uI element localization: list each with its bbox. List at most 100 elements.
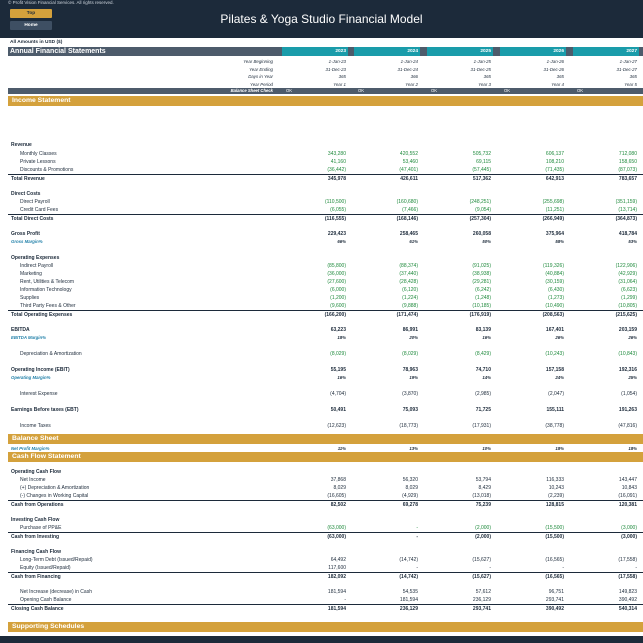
row-value: 120,381: [618, 502, 637, 508]
row-label: Cash from Financing: [11, 574, 61, 580]
row-label: Operating Expenses: [11, 255, 60, 261]
row-value: (47,401): [399, 167, 418, 173]
row-label: Cash from Operations: [11, 502, 64, 508]
row-value: 55,195: [330, 367, 346, 373]
row-value: -: [416, 534, 418, 540]
balance-check-status: OK: [504, 88, 511, 93]
period-value: 31-Dec-25: [470, 66, 492, 72]
row-value: (36,442): [327, 167, 346, 173]
period-value: 365: [556, 74, 564, 79]
table-row: Opening Cash Balance - 181,594 236,129 293,7…: [8, 596, 643, 604]
row-value: -: [635, 565, 637, 571]
row-value: 540,314: [618, 606, 637, 612]
row-label: Information Technology: [20, 287, 72, 293]
table-row: Closing Cash Balance 181,594 236,129 293,74…: [8, 604, 643, 613]
row-value: 13%: [409, 446, 418, 451]
row-value: 86,991: [402, 327, 418, 333]
row-label: Net Increase (decrease) in Cash: [20, 589, 92, 595]
row-value: (15,500): [545, 534, 564, 540]
row-value: 83,139: [475, 327, 491, 333]
period-value: 365: [629, 74, 637, 79]
row-label: Interest Expense: [20, 391, 58, 397]
row-label: Private Lessons: [20, 159, 56, 165]
row-value: (57,445): [472, 167, 491, 173]
row-label: Net Income: [20, 477, 46, 483]
row-value: (38,778): [545, 423, 564, 429]
row-value: (40,884): [545, 271, 564, 277]
row-value: 293,741: [545, 597, 564, 603]
period-value: Year 1: [333, 81, 346, 87]
row-value: 10,243: [548, 485, 564, 491]
period-label: Year Period: [250, 81, 273, 87]
row-value: 606,137: [545, 151, 564, 157]
table-row: Cash from Financing 182,092 (14,742) (15,62…: [8, 572, 643, 581]
period-value: 31-Dec-23: [325, 66, 347, 72]
statements-title: Annual Financial Statements: [10, 48, 106, 55]
supporting-schedules-section[interactable]: Supporting Schedules: [8, 622, 643, 632]
row-value: (9,600): [330, 303, 346, 309]
row-label: Income Taxes: [20, 423, 51, 429]
row-value: (71,435): [545, 167, 564, 173]
group-heading: Operating Cash Flow: [8, 468, 643, 476]
row-value: 203,159: [618, 327, 637, 333]
row-value: 8,429: [478, 485, 491, 491]
row-value: 192,316: [618, 367, 637, 373]
row-value: (10,805): [618, 303, 637, 309]
row-value: (8,029): [402, 351, 418, 357]
row-value: 11%: [337, 446, 346, 451]
group-heading: Investing Cash Flow: [8, 516, 643, 524]
row-value: 75,239: [475, 502, 491, 508]
row-value: 75,093: [402, 407, 418, 413]
balance-sheet-section-label: Balance Sheet: [12, 435, 59, 442]
table-row: Total Revenue 345,978 426,611 517,362 642,91…: [8, 174, 643, 183]
period-value: 31-Dec-24: [397, 66, 419, 72]
period-value: 365: [338, 74, 346, 79]
year-header-cell: [354, 47, 420, 56]
row-value: 63,223: [330, 327, 346, 333]
row-value: (10,490): [545, 303, 564, 309]
balance-sheet-section[interactable]: Balance Sheet: [8, 434, 643, 444]
row-value: (6,120): [402, 287, 418, 293]
table-row: EBITDA 63,223 86,991 83,139 167,401 203,159: [8, 326, 643, 334]
row-label: Total Revenue: [11, 176, 45, 182]
row-label: Net Profit Margin%: [11, 446, 50, 451]
year-label: 2023: [335, 49, 346, 54]
balance-check-label: Balance Sheet Check: [230, 88, 273, 93]
supporting-schedules-section-label: Supporting Schedules: [12, 623, 85, 630]
row-label: Cash from Investing: [11, 534, 60, 540]
row-value: (2,239): [548, 493, 564, 499]
home-button[interactable]: Home: [10, 21, 52, 30]
period-value: 1-Jan-26: [546, 59, 564, 64]
income-statement-section[interactable]: Income Statement: [8, 96, 643, 106]
table-row: Third Party Fees & Other (9,600) (9,888) (1…: [8, 302, 643, 310]
table-row: Rent, Utilities & Telecom (27,600) (28,428…: [8, 278, 643, 286]
row-value: (2,000): [475, 534, 491, 540]
row-value: (11,251): [545, 207, 564, 213]
group-heading: Financing Cash Flow: [8, 548, 643, 556]
row-value: 57,612: [475, 589, 491, 595]
page-title: Pilates & Yoga Studio Financial Model: [220, 12, 423, 26]
cash-flow-section[interactable]: Cash Flow Statement: [8, 452, 643, 462]
row-value: (122,906): [615, 263, 637, 269]
row-value: 53,460: [402, 159, 418, 165]
row-value: (8,029): [330, 351, 346, 357]
period-row: Year Beginning 1-Jan-23 1-Jan-24 1-Jan-25 1-…: [8, 58, 643, 65]
row-value: 18%: [337, 335, 346, 340]
row-value: (2,047): [548, 391, 564, 397]
table-row: Equity (Issued/Repaid) 117,600 - - - -: [8, 564, 643, 572]
row-value: 375,964: [545, 231, 564, 237]
row-value: (1,054): [621, 391, 637, 397]
year-header-cell: [282, 47, 348, 56]
row-value: 19%: [409, 375, 418, 380]
balance-check-status: OK: [358, 88, 365, 93]
row-label: Direct Payroll: [20, 199, 50, 205]
top-button[interactable]: Top: [10, 9, 52, 18]
table-row: Interest Expense (4,704) (3,870) (2,985) (2,…: [8, 390, 643, 398]
row-value: (63,000): [327, 525, 346, 531]
row-value: 18%: [555, 446, 564, 451]
row-label: Discounts & Promotions: [20, 167, 74, 173]
row-value: (27,600): [327, 279, 346, 285]
row-value: (116,555): [324, 216, 346, 222]
table-row: Credit Card Fees (6,055) (7,466) (9,054) (11…: [8, 206, 643, 214]
row-value: (119,326): [542, 263, 564, 269]
